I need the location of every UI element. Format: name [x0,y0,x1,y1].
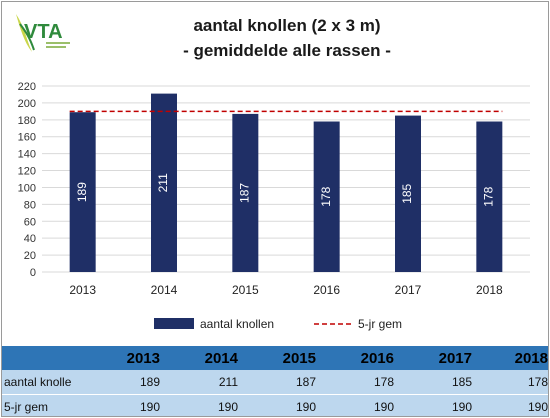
data-table: 2013 2014 2015 2016 2017 2018 aantal kno… [2,346,548,416]
x-tick-label: 2018 [476,283,503,297]
bar-chart: 0 20 40 60 80 100 120 140 160 180 200 220 189 2013 211… [18,81,530,331]
data-label: 178 [482,186,496,206]
table-header-cell: 2018 [474,346,548,370]
table-header-cell: 2014 [162,346,240,370]
y-tick-label: 80 [24,199,36,211]
table-row: 5-jr gem 190 190 190 190 190 190 [2,394,548,416]
table-cell: 190 [84,394,162,416]
y-tick-label: 200 [18,98,36,110]
y-tick-label: 100 [18,182,36,194]
y-tick-label: 140 [18,149,36,161]
table-header-row: 2013 2014 2015 2016 2017 2018 [2,346,548,370]
y-tick-label: 120 [18,166,36,178]
bar [395,115,421,272]
legend-label: 5-jr gem [358,317,402,331]
chart-subtitle: - gemiddelde alle rassen - [183,41,391,60]
y-tick-label: 160 [18,132,36,144]
data-label: 187 [238,183,252,203]
legend-label: aantal knollen [200,317,274,331]
table-cell: 187 [240,370,318,395]
table-cell: 190 [162,394,240,416]
data-label: 189 [75,182,89,202]
chart-title: aantal knollen (2 x 3 m) [193,16,381,35]
table-cell: 190 [396,394,474,416]
table-cell: 189 [84,370,162,395]
table-header-cell: 2015 [240,346,318,370]
bar [232,113,259,273]
bar [313,121,340,272]
data-label: 185 [400,183,414,203]
vta-logo: VTA [16,14,70,52]
bar [476,121,503,272]
table-cell: 190 [240,394,318,416]
table-row-label: aantal knolle [2,370,84,395]
table-cell: 211 [162,370,240,395]
x-tick-label: 2017 [395,283,422,297]
x-tick-label: 2015 [232,283,259,297]
y-tick-label: 180 [18,115,36,127]
y-tick-label: 20 [24,250,36,262]
data-label: 178 [319,186,333,206]
table-cell: 190 [318,394,396,416]
table-cell: 178 [318,370,396,395]
data-label: 211 [156,173,170,192]
table-row-label: 5-jr gem [2,394,84,416]
bar [69,112,96,272]
legend-swatch-bar [154,318,194,329]
table-row: aantal knolle 189 211 187 178 185 178 [2,370,548,395]
table-header-cell: 2013 [84,346,162,370]
y-tick-label: 220 [18,81,36,93]
logo-text: VTA [24,21,63,43]
x-tick-label: 2013 [69,283,96,297]
leaf-logo-stroke [19,23,35,51]
x-tick-label: 2016 [313,283,340,297]
table-cell: 190 [474,394,548,416]
x-tick-label: 2014 [151,283,178,297]
leaf-logo-icon [16,14,32,52]
bar [151,93,177,272]
table-cell: 178 [474,370,548,395]
y-tick-label: 0 [30,267,36,279]
table-header-cell: 2017 [396,346,474,370]
y-tick-label: 40 [24,233,36,245]
table-header-cell: 2016 [318,346,396,370]
table-header-cell [2,346,84,370]
y-tick-label: 60 [24,216,36,228]
table-cell: 185 [396,370,474,395]
